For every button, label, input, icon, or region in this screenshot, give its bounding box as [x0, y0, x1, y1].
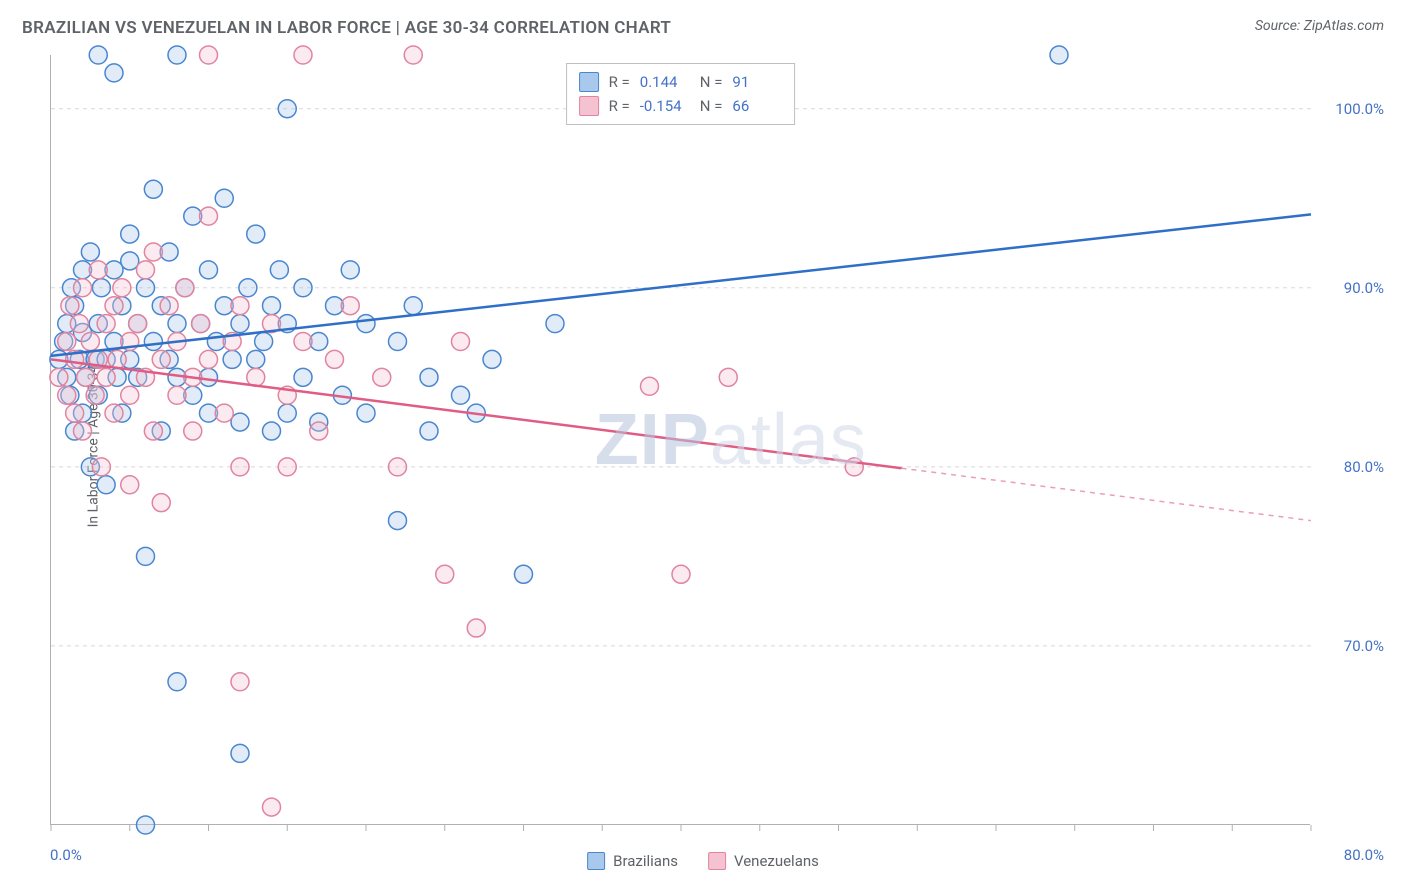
n-value: 66	[732, 94, 782, 118]
legend-stats-row: R = 0.144 N = 91	[579, 70, 783, 94]
legend-swatch	[579, 72, 599, 92]
legend-item: Brazilians	[587, 852, 678, 870]
r-value: 0.144	[640, 70, 690, 94]
x-tick-left: 0.0%	[50, 846, 82, 864]
chart-source: Source: ZipAtlas.com	[1255, 18, 1384, 34]
legend-stats-row: R = -0.154 N = 66	[579, 94, 783, 118]
chart-title: BRAZILIAN VS VENEZUELAN IN LABOR FORCE |…	[22, 18, 671, 38]
x-tick-right: 80.0%	[1344, 846, 1384, 864]
plot-area: ZIPatlas R =0.144N =91R =-0.154N =66	[50, 55, 1310, 825]
legend-swatch	[579, 96, 599, 116]
r-value: -0.154	[640, 94, 690, 118]
r-label: R =	[609, 70, 630, 94]
legend-bottom: Brazilians Venezuelans	[587, 852, 819, 870]
legend-label: Venezuelans	[734, 852, 819, 870]
y-tick-label: 100.0%	[1335, 100, 1384, 118]
y-tick-label: 80.0%	[1344, 458, 1384, 476]
n-value: 91	[732, 70, 782, 94]
r-label: R =	[609, 94, 630, 118]
y-tick-label: 70.0%	[1344, 637, 1384, 655]
n-label: N =	[700, 70, 723, 94]
legend-label: Brazilians	[613, 852, 678, 870]
legend-item: Venezuelans	[708, 852, 819, 870]
legend-swatch	[587, 852, 605, 870]
n-label: N =	[700, 94, 723, 118]
plot-svg	[51, 55, 1310, 824]
y-tick-label: 90.0%	[1344, 279, 1384, 297]
chart-container: BRAZILIAN VS VENEZUELAN IN LABOR FORCE |…	[0, 0, 1406, 892]
legend-swatch	[708, 852, 726, 870]
legend-stats-box: R = 0.144 N = 91 R = -0.154 N = 66	[566, 63, 796, 125]
